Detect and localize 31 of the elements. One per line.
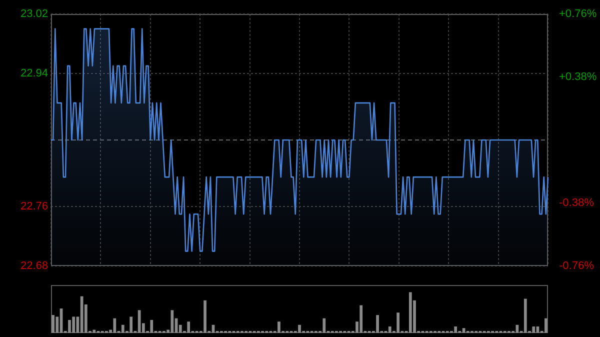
y-tick-label: 22.94	[20, 67, 48, 80]
bar	[204, 300, 206, 333]
bar	[68, 320, 71, 333]
bar	[170, 310, 174, 333]
bar	[278, 322, 280, 333]
bar	[92, 330, 96, 333]
y-tick-label: 23.02	[20, 8, 48, 20]
bar	[408, 292, 412, 333]
y2-tick-label: +0.38%	[559, 71, 597, 84]
y2-tick-label: -0.76%	[559, 260, 594, 272]
bar	[72, 316, 76, 333]
bar	[187, 322, 190, 333]
bar	[298, 324, 301, 333]
bar	[130, 316, 133, 333]
bar	[454, 326, 458, 333]
bar	[376, 315, 379, 333]
bar	[52, 315, 54, 333]
y-tick-label: 22.68	[20, 260, 48, 272]
bar	[150, 320, 154, 333]
y2-tick-label: +0.76%	[559, 8, 597, 20]
bar	[360, 305, 363, 333]
bar	[544, 318, 548, 333]
y2-tick-label: -0.38%	[559, 197, 594, 210]
bar	[524, 298, 527, 333]
y-tick-label: 22.76	[20, 200, 48, 213]
bar	[121, 324, 124, 333]
bar	[532, 326, 536, 333]
bar	[396, 312, 400, 333]
bar	[113, 318, 116, 333]
bar	[322, 318, 326, 333]
bar	[388, 326, 392, 333]
